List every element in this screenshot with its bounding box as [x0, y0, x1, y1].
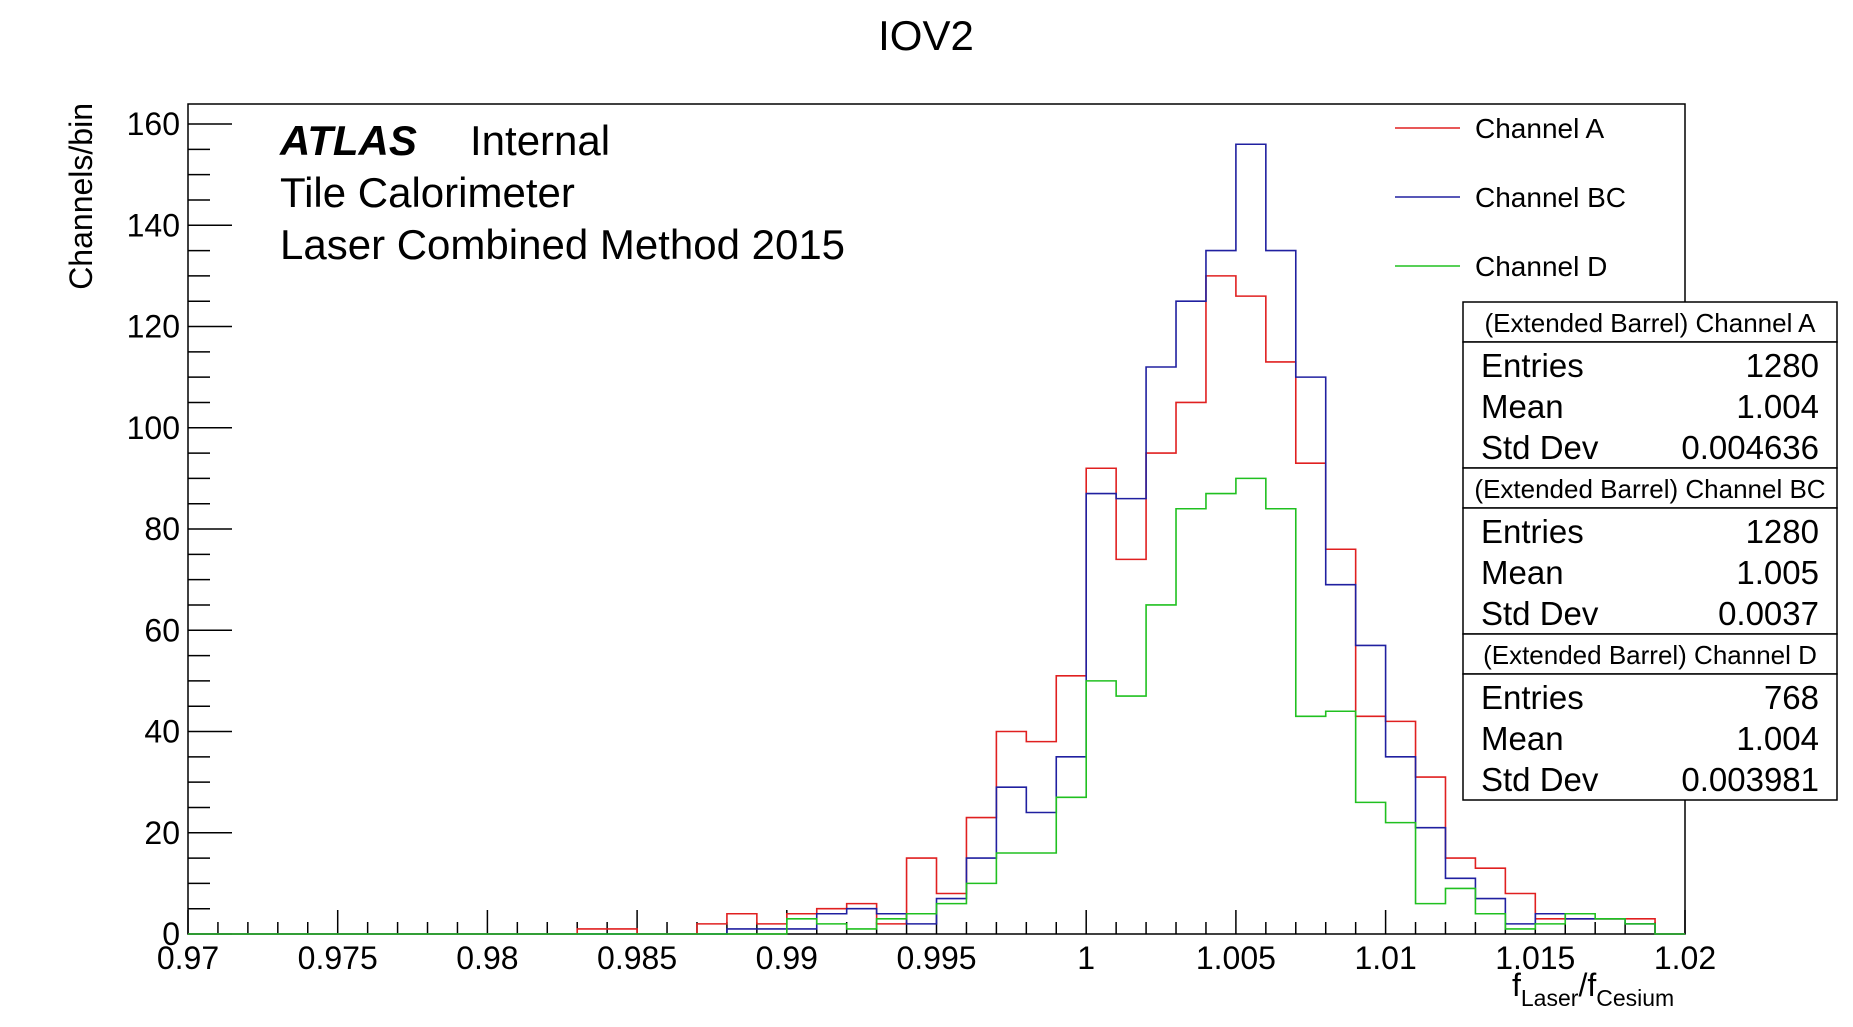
x-tick-label: 0.98: [456, 940, 518, 976]
stats-title: (Extended Barrel) Channel A: [1485, 308, 1817, 338]
internal-label: Internal: [470, 117, 610, 164]
stats-row-label: Mean: [1481, 720, 1564, 757]
stats-row-label: Std Dev: [1481, 595, 1599, 632]
x-tick-label: 1.01: [1354, 940, 1416, 976]
x-label-mid: /f: [1578, 967, 1596, 1003]
x-label-sub2: Cesium: [1596, 985, 1674, 1011]
stats-box: (Extended Barrel) Channel D Entries 768 Mea…: [1462, 633, 1838, 801]
atlas-annotation: ATLAS Internal Tile Calorimeter Laser Co…: [279, 117, 845, 268]
stats-row-label: Std Dev: [1481, 429, 1599, 466]
x-tick-label: 1.005: [1196, 940, 1276, 976]
y-tick-label: 20: [144, 815, 180, 851]
x-tick-label: 0.99: [756, 940, 818, 976]
histogram-series: [188, 143, 1685, 935]
stats-box: (Extended Barrel) Channel BC Entries 1280 M…: [1462, 467, 1838, 635]
legend-entry-label: Channel D: [1475, 251, 1607, 282]
legend: Channel A Channel BC Channel D: [1395, 113, 1626, 282]
stats-row-value: 768: [1764, 679, 1819, 716]
x-tick-label: 0.97: [157, 940, 219, 976]
histogram-series-1: [188, 275, 1685, 935]
y-tick-label: 140: [127, 207, 180, 243]
atlas-label: ATLAS: [279, 117, 417, 164]
y-axis-label: Channels/bin: [63, 103, 99, 290]
stats-row-value: 0.004636: [1681, 429, 1819, 466]
y-tick-label: 80: [144, 511, 180, 547]
stats-row-value: 0.003981: [1681, 761, 1819, 798]
stats-row-value: 1280: [1746, 513, 1819, 550]
y-axis: 0 20 40 60 80 100 120 140 160: [127, 106, 232, 952]
x-axis-label: fLaser/fCesium: [1512, 967, 1674, 1011]
stats-body-box: [1462, 507, 1838, 635]
x-tick-label: 1: [1077, 940, 1095, 976]
stats-title-box: [1462, 301, 1838, 343]
x-tick-label: 0.975: [298, 940, 378, 976]
y-tick-label: 40: [144, 714, 180, 750]
legend-entry-label: Channel A: [1475, 113, 1605, 144]
stats-box: (Extended Barrel) Channel A Entries 1280 Me…: [1462, 301, 1838, 469]
x-tick-label: 1.015: [1495, 940, 1575, 976]
y-tick-label: 120: [127, 309, 180, 345]
stats-row-label: Entries: [1481, 347, 1584, 384]
stats-row-label: Mean: [1481, 554, 1564, 591]
x-tick-label: 0.985: [597, 940, 677, 976]
chart-title: IOV2: [878, 12, 974, 59]
x-label-main: f: [1512, 967, 1521, 1003]
x-tick-label: 0.995: [896, 940, 976, 976]
legend-entry-label: Channel BC: [1475, 182, 1626, 213]
y-tick-label: 160: [127, 106, 180, 142]
stats-row-label: Entries: [1481, 679, 1584, 716]
stats-title: (Extended Barrel) Channel BC: [1474, 474, 1825, 504]
annotation-line3: Laser Combined Method 2015: [280, 221, 845, 268]
stats-row-label: Entries: [1481, 513, 1584, 550]
stats-body-box: [1462, 673, 1838, 801]
y-tick-label: 100: [127, 410, 180, 446]
stats-row-label: Mean: [1481, 388, 1564, 425]
x-tick-label: 1.02: [1654, 940, 1716, 976]
y-tick-label: 60: [144, 612, 180, 648]
histogram-series-3: [188, 477, 1685, 935]
stats-row-value: 1280: [1746, 347, 1819, 384]
stats-row-value: 0.0037: [1718, 595, 1819, 632]
stats-row-label: Std Dev: [1481, 761, 1599, 798]
stats-row-value: 1.004: [1736, 720, 1819, 757]
y-tick-label: 0: [162, 916, 180, 952]
x-label-sub1: Laser: [1521, 985, 1579, 1011]
stats-body-box: [1462, 341, 1838, 469]
stats-row-value: 1.005: [1736, 554, 1819, 591]
stats-title: (Extended Barrel) Channel D: [1483, 640, 1817, 670]
stats-row-value: 1.004: [1736, 388, 1819, 425]
stats-boxes: (Extended Barrel) Channel A Entries 1280 Me…: [1462, 301, 1838, 801]
annotation-line2: Tile Calorimeter: [280, 169, 575, 216]
stats-title-box: [1462, 467, 1838, 509]
